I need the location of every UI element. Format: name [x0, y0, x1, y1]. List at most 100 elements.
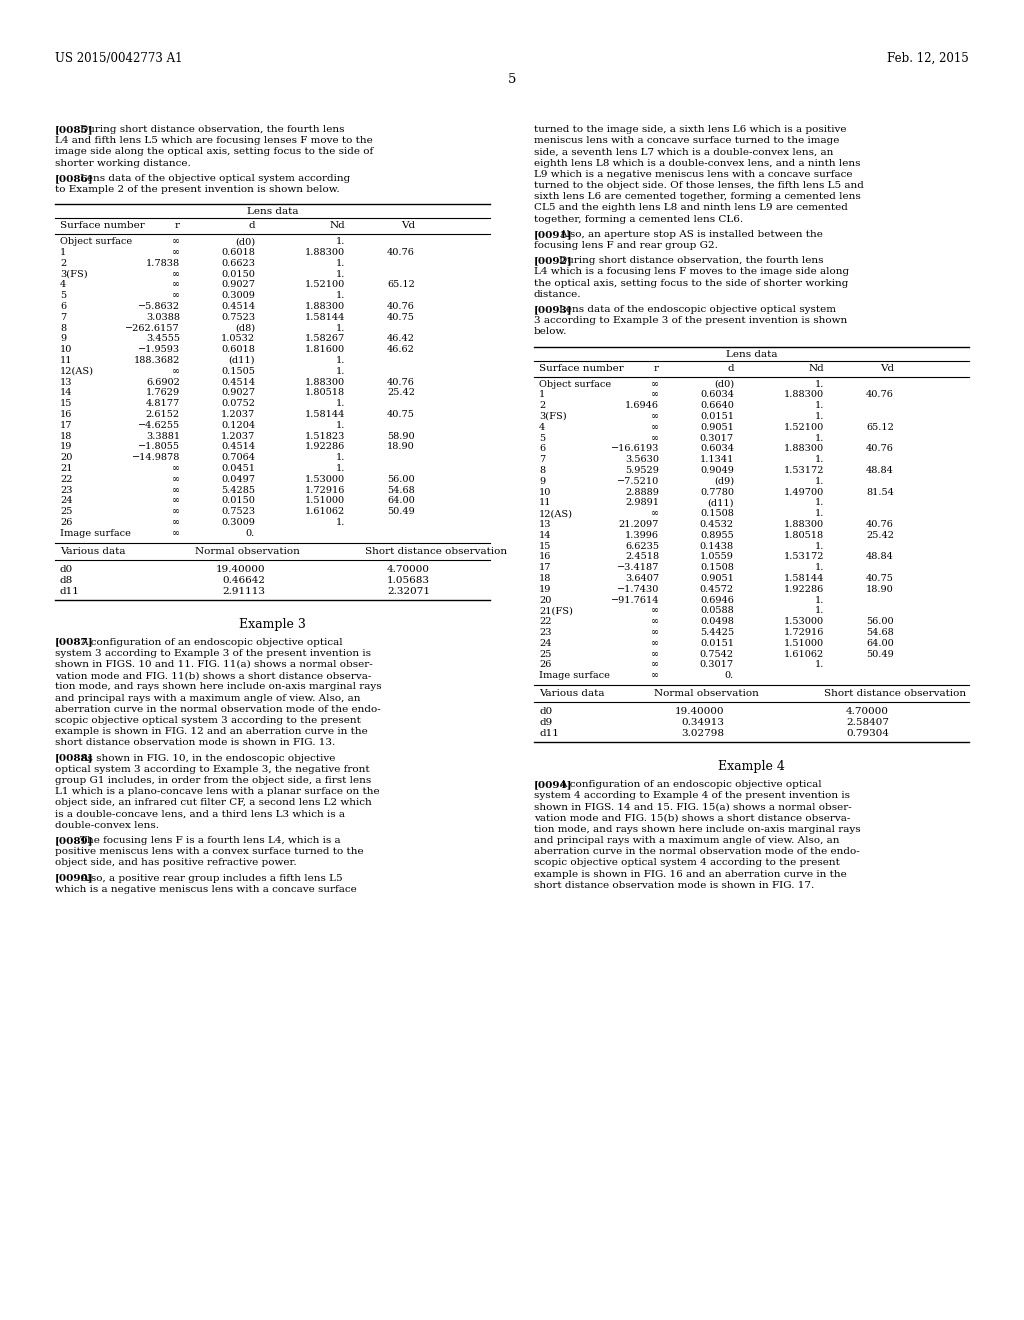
Text: 15: 15 [539, 541, 551, 550]
Text: 40.76: 40.76 [387, 302, 415, 312]
Text: and principal rays with a maximum angle of view. Also, an: and principal rays with a maximum angle … [534, 836, 840, 845]
Text: Lens data of the endoscopic objective optical system: Lens data of the endoscopic objective op… [559, 305, 837, 314]
Text: 1.6946: 1.6946 [625, 401, 659, 411]
Text: 1.88300: 1.88300 [305, 302, 345, 312]
Text: Short distance observation: Short distance observation [824, 689, 966, 698]
Text: 3.6407: 3.6407 [625, 574, 659, 583]
Text: The focusing lens F is a fourth lens L4, which is a: The focusing lens F is a fourth lens L4,… [81, 836, 341, 845]
Text: 1.: 1. [336, 465, 345, 473]
Text: Also, a positive rear group includes a fifth lens L5: Also, a positive rear group includes a f… [81, 874, 343, 883]
Text: 3.02798: 3.02798 [681, 729, 724, 738]
Text: 40.76: 40.76 [866, 391, 894, 400]
Text: 1.53000: 1.53000 [784, 618, 824, 626]
Text: 17: 17 [539, 564, 552, 572]
Text: 0.0498: 0.0498 [700, 618, 734, 626]
Text: 8: 8 [539, 466, 545, 475]
Text: ∞: ∞ [172, 280, 180, 289]
Text: below.: below. [534, 327, 567, 337]
Text: 40.75: 40.75 [387, 313, 415, 322]
Text: 1.92286: 1.92286 [783, 585, 824, 594]
Text: 1.52100: 1.52100 [783, 422, 824, 432]
Text: 1.: 1. [815, 564, 824, 572]
Text: 1.52100: 1.52100 [305, 280, 345, 289]
Text: 1.58144: 1.58144 [783, 574, 824, 583]
Text: (d9): (d9) [714, 477, 734, 486]
Text: is a double-concave lens, and a third lens L3 which is a: is a double-concave lens, and a third le… [55, 809, 345, 818]
Text: to Example 2 of the present invention is shown below.: to Example 2 of the present invention is… [55, 185, 340, 194]
Text: vation mode and FIG. 15(b) shows a short distance observa-: vation mode and FIG. 15(b) shows a short… [534, 813, 850, 822]
Text: example is shown in FIG. 12 and an aberration curve in the: example is shown in FIG. 12 and an aberr… [55, 727, 368, 737]
Text: 4.70000: 4.70000 [387, 565, 430, 574]
Text: 6: 6 [60, 302, 67, 312]
Text: 5.4425: 5.4425 [699, 628, 734, 638]
Text: Surface number: Surface number [60, 222, 144, 230]
Text: 0.1505: 0.1505 [221, 367, 255, 376]
Text: 1.: 1. [336, 367, 345, 376]
Text: 0.6946: 0.6946 [700, 595, 734, 605]
Text: 0.0497: 0.0497 [221, 475, 255, 484]
Text: 1.53000: 1.53000 [305, 475, 345, 484]
Text: 188.3682: 188.3682 [133, 356, 180, 366]
Text: 1.88300: 1.88300 [784, 391, 824, 400]
Text: system 3 according to Example 3 of the present invention is: system 3 according to Example 3 of the p… [55, 649, 371, 657]
Text: 1.58267: 1.58267 [305, 334, 345, 343]
Text: ∞: ∞ [651, 649, 659, 659]
Text: 6.6902: 6.6902 [146, 378, 180, 387]
Text: 2.9891: 2.9891 [625, 499, 659, 507]
Text: 0.4532: 0.4532 [699, 520, 734, 529]
Text: 46.42: 46.42 [387, 334, 415, 343]
Text: 1.: 1. [815, 433, 824, 442]
Text: [0085]: [0085] [55, 125, 93, 135]
Text: 7: 7 [539, 455, 545, 465]
Text: 40.76: 40.76 [387, 248, 415, 257]
Text: 1.: 1. [336, 517, 345, 527]
Text: Lens data: Lens data [726, 350, 777, 359]
Text: 2.8889: 2.8889 [625, 487, 659, 496]
Text: shorter working distance.: shorter working distance. [55, 158, 190, 168]
Text: 1.72916: 1.72916 [783, 628, 824, 638]
Text: 18: 18 [539, 574, 551, 583]
Text: 18.90: 18.90 [866, 585, 894, 594]
Text: 1.: 1. [815, 380, 824, 388]
Text: eighth lens L8 which is a double-convex lens, and a ninth lens: eighth lens L8 which is a double-convex … [534, 158, 860, 168]
Text: 64.00: 64.00 [866, 639, 894, 648]
Text: ∞: ∞ [651, 606, 659, 615]
Text: ∞: ∞ [651, 618, 659, 626]
Text: 0.7542: 0.7542 [699, 649, 734, 659]
Text: shown in FIGS. 14 and 15. FIG. 15(a) shows a normal obser-: shown in FIGS. 14 and 15. FIG. 15(a) sho… [534, 803, 852, 812]
Text: object side, and has positive refractive power.: object side, and has positive refractive… [55, 858, 297, 867]
Text: 0.0588: 0.0588 [700, 606, 734, 615]
Text: 0.6034: 0.6034 [700, 445, 734, 453]
Text: 1.2037: 1.2037 [221, 432, 255, 441]
Text: 1.: 1. [815, 401, 824, 411]
Text: image side along the optical axis, setting focus to the side of: image side along the optical axis, setti… [55, 148, 374, 156]
Text: ∞: ∞ [172, 367, 180, 376]
Text: ∞: ∞ [651, 422, 659, 432]
Text: 0.0150: 0.0150 [221, 496, 255, 506]
Text: During short distance observation, the fourth lens: During short distance observation, the f… [81, 125, 345, 135]
Text: Image surface: Image surface [539, 671, 610, 680]
Text: 1.92286: 1.92286 [305, 442, 345, 451]
Text: d11: d11 [539, 729, 559, 738]
Text: 0.1508: 0.1508 [700, 510, 734, 519]
Text: 50.49: 50.49 [387, 507, 415, 516]
Text: 56.00: 56.00 [866, 618, 894, 626]
Text: 4: 4 [60, 280, 67, 289]
Text: 1.: 1. [336, 259, 345, 268]
Text: 0.9051: 0.9051 [700, 422, 734, 432]
Text: 58.90: 58.90 [387, 432, 415, 441]
Text: 1: 1 [60, 248, 67, 257]
Text: During short distance observation, the fourth lens: During short distance observation, the f… [559, 256, 824, 265]
Text: Object surface: Object surface [539, 380, 611, 388]
Text: 9: 9 [60, 334, 67, 343]
Text: 1.88300: 1.88300 [305, 248, 345, 257]
Text: 1.49700: 1.49700 [783, 487, 824, 496]
Text: Nd: Nd [808, 363, 824, 372]
Text: [0088]: [0088] [55, 754, 93, 763]
Text: 6.6235: 6.6235 [625, 541, 659, 550]
Text: 0.9051: 0.9051 [700, 574, 734, 583]
Text: Feb. 12, 2015: Feb. 12, 2015 [887, 51, 969, 65]
Text: 5: 5 [60, 292, 67, 300]
Text: 40.76: 40.76 [387, 378, 415, 387]
Text: −7.5210: −7.5210 [616, 477, 659, 486]
